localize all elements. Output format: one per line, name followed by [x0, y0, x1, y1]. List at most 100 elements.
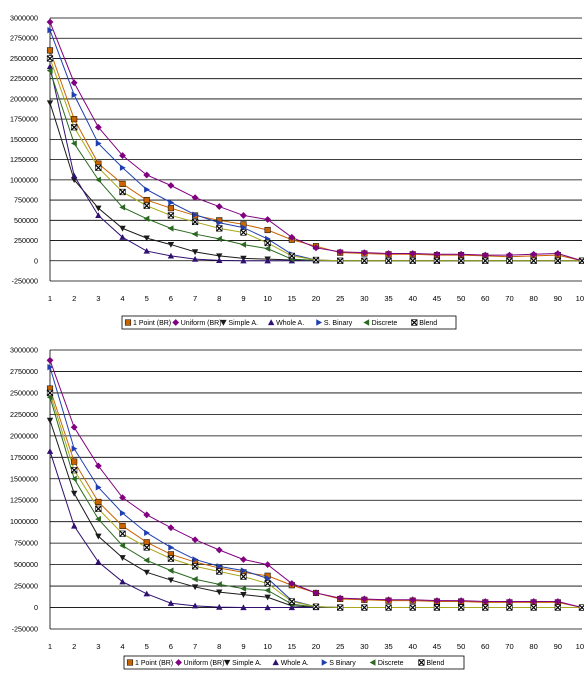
- x-tick-label: 25: [336, 294, 344, 303]
- data-point: [288, 604, 296, 611]
- data-point: [336, 594, 344, 602]
- series-markers-5: [47, 26, 584, 264]
- y-tick-label: 2000000: [10, 94, 38, 103]
- data-point: [264, 587, 271, 594]
- data-point: [143, 569, 150, 576]
- y-axis-labels: -250000 0 250000 500000 750000 1000000 1250000…: [10, 346, 38, 634]
- data-point: [119, 555, 126, 561]
- data-point: [95, 533, 102, 540]
- data-point: [191, 249, 199, 256]
- x-tick-label: 1: [48, 642, 52, 651]
- series-line: [49, 420, 582, 609]
- legend-marker: [272, 659, 279, 666]
- x-tick-label: 25: [336, 642, 344, 651]
- legend-marker: [124, 319, 132, 326]
- data-point: [143, 171, 151, 179]
- x-tick-label: 4: [120, 294, 124, 303]
- y-tick-label: 1000000: [10, 175, 38, 184]
- legend-marker: [363, 319, 370, 326]
- data-point: [288, 580, 296, 587]
- data-point: [95, 212, 102, 219]
- y-tick-label: 1250000: [10, 496, 38, 505]
- data-point: [143, 511, 151, 519]
- data-point: [71, 116, 78, 123]
- x-tick-label: 40: [409, 294, 417, 303]
- y-tick-label: 1750000: [10, 115, 38, 124]
- data-point: [264, 604, 271, 611]
- x-tick-label: 6: [169, 294, 173, 303]
- x-tick-label: 100: [576, 294, 584, 303]
- x-tick-label: 1: [48, 294, 52, 303]
- data-point: [385, 250, 392, 257]
- data-point: [240, 585, 247, 592]
- y-tick-label: 500000: [14, 560, 38, 569]
- legend-label: Uniform (BR): [181, 320, 222, 327]
- x-tick-label: 2: [72, 294, 76, 303]
- x-tick-label: 40: [409, 642, 417, 651]
- data-point: [143, 247, 150, 254]
- data-point: [46, 47, 54, 54]
- data-point: [312, 603, 320, 610]
- y-tick-label: 250000: [14, 236, 38, 245]
- data-point: [240, 604, 247, 611]
- data-point: [554, 598, 562, 605]
- legend-box: [123, 655, 465, 670]
- data-point: [167, 241, 175, 248]
- series-markers-3: [46, 417, 584, 611]
- data-point: [143, 590, 150, 597]
- y-tick-label: 1000000: [10, 517, 38, 526]
- y-axis-labels: -250000 0 250000 500000 750000 1000000 1250000…: [10, 14, 38, 286]
- data-point: [481, 251, 489, 259]
- legend: 1 Point (BR) Uniform (BR) Simple A. Whole A…: [123, 655, 465, 670]
- data-point: [191, 563, 199, 570]
- series-line: [49, 451, 582, 609]
- x-tick-label: 50: [457, 294, 465, 303]
- data-point: [94, 123, 102, 131]
- data-point: [312, 589, 320, 597]
- data-point: [168, 544, 175, 551]
- x-tick-label: 10: [263, 642, 271, 651]
- x-tick-label: 5: [145, 642, 149, 651]
- data-point: [191, 576, 198, 583]
- data-point: [360, 249, 368, 257]
- data-point: [191, 230, 198, 238]
- series-markers-5: [47, 363, 584, 611]
- legend-box: [121, 315, 457, 330]
- data-point: [264, 216, 272, 223]
- data-point: [264, 580, 271, 587]
- series-markers-2: [46, 18, 584, 265]
- legend-label: Discrete: [372, 320, 398, 327]
- data-point: [385, 596, 392, 604]
- data-point: [530, 257, 537, 264]
- data-point: [264, 245, 271, 252]
- y-tick-label: 1500000: [10, 474, 38, 483]
- legend-label: Simple A.: [228, 320, 258, 327]
- data-point: [288, 598, 296, 605]
- data-point: [361, 257, 368, 264]
- data-point: [119, 578, 126, 585]
- line-chart-top: -250000025000050000075000010000001250000…: [10, 14, 584, 330]
- data-point: [47, 363, 54, 371]
- data-point: [119, 542, 126, 549]
- data-point: [167, 555, 175, 562]
- x-tick-label: 100: [576, 642, 584, 651]
- legend-marker: [418, 659, 425, 666]
- data-point: [191, 194, 199, 202]
- data-point: [119, 509, 126, 517]
- data-point: [70, 177, 78, 184]
- x-tick-label: 3: [96, 294, 100, 303]
- data-point: [216, 257, 223, 263]
- data-point: [95, 205, 102, 212]
- data-point: [433, 604, 441, 611]
- series-line: [49, 367, 582, 609]
- data-point: [119, 234, 126, 240]
- x-tick-label: 6: [169, 642, 173, 651]
- x-tick-label: 9: [241, 642, 245, 651]
- y-tick-label: 2250000: [10, 74, 38, 83]
- data-point: [119, 494, 126, 502]
- data-point: [192, 211, 199, 218]
- series-line: [49, 388, 583, 609]
- data-point: [409, 604, 416, 611]
- data-point: [167, 205, 174, 212]
- gridlines: [50, 349, 582, 630]
